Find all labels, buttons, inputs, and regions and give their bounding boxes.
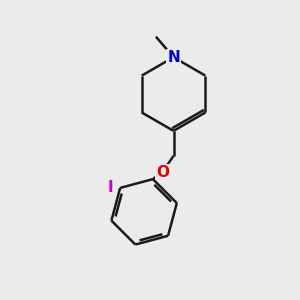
- Text: O: O: [156, 165, 169, 180]
- Text: N: N: [167, 50, 180, 65]
- Text: I: I: [108, 180, 114, 195]
